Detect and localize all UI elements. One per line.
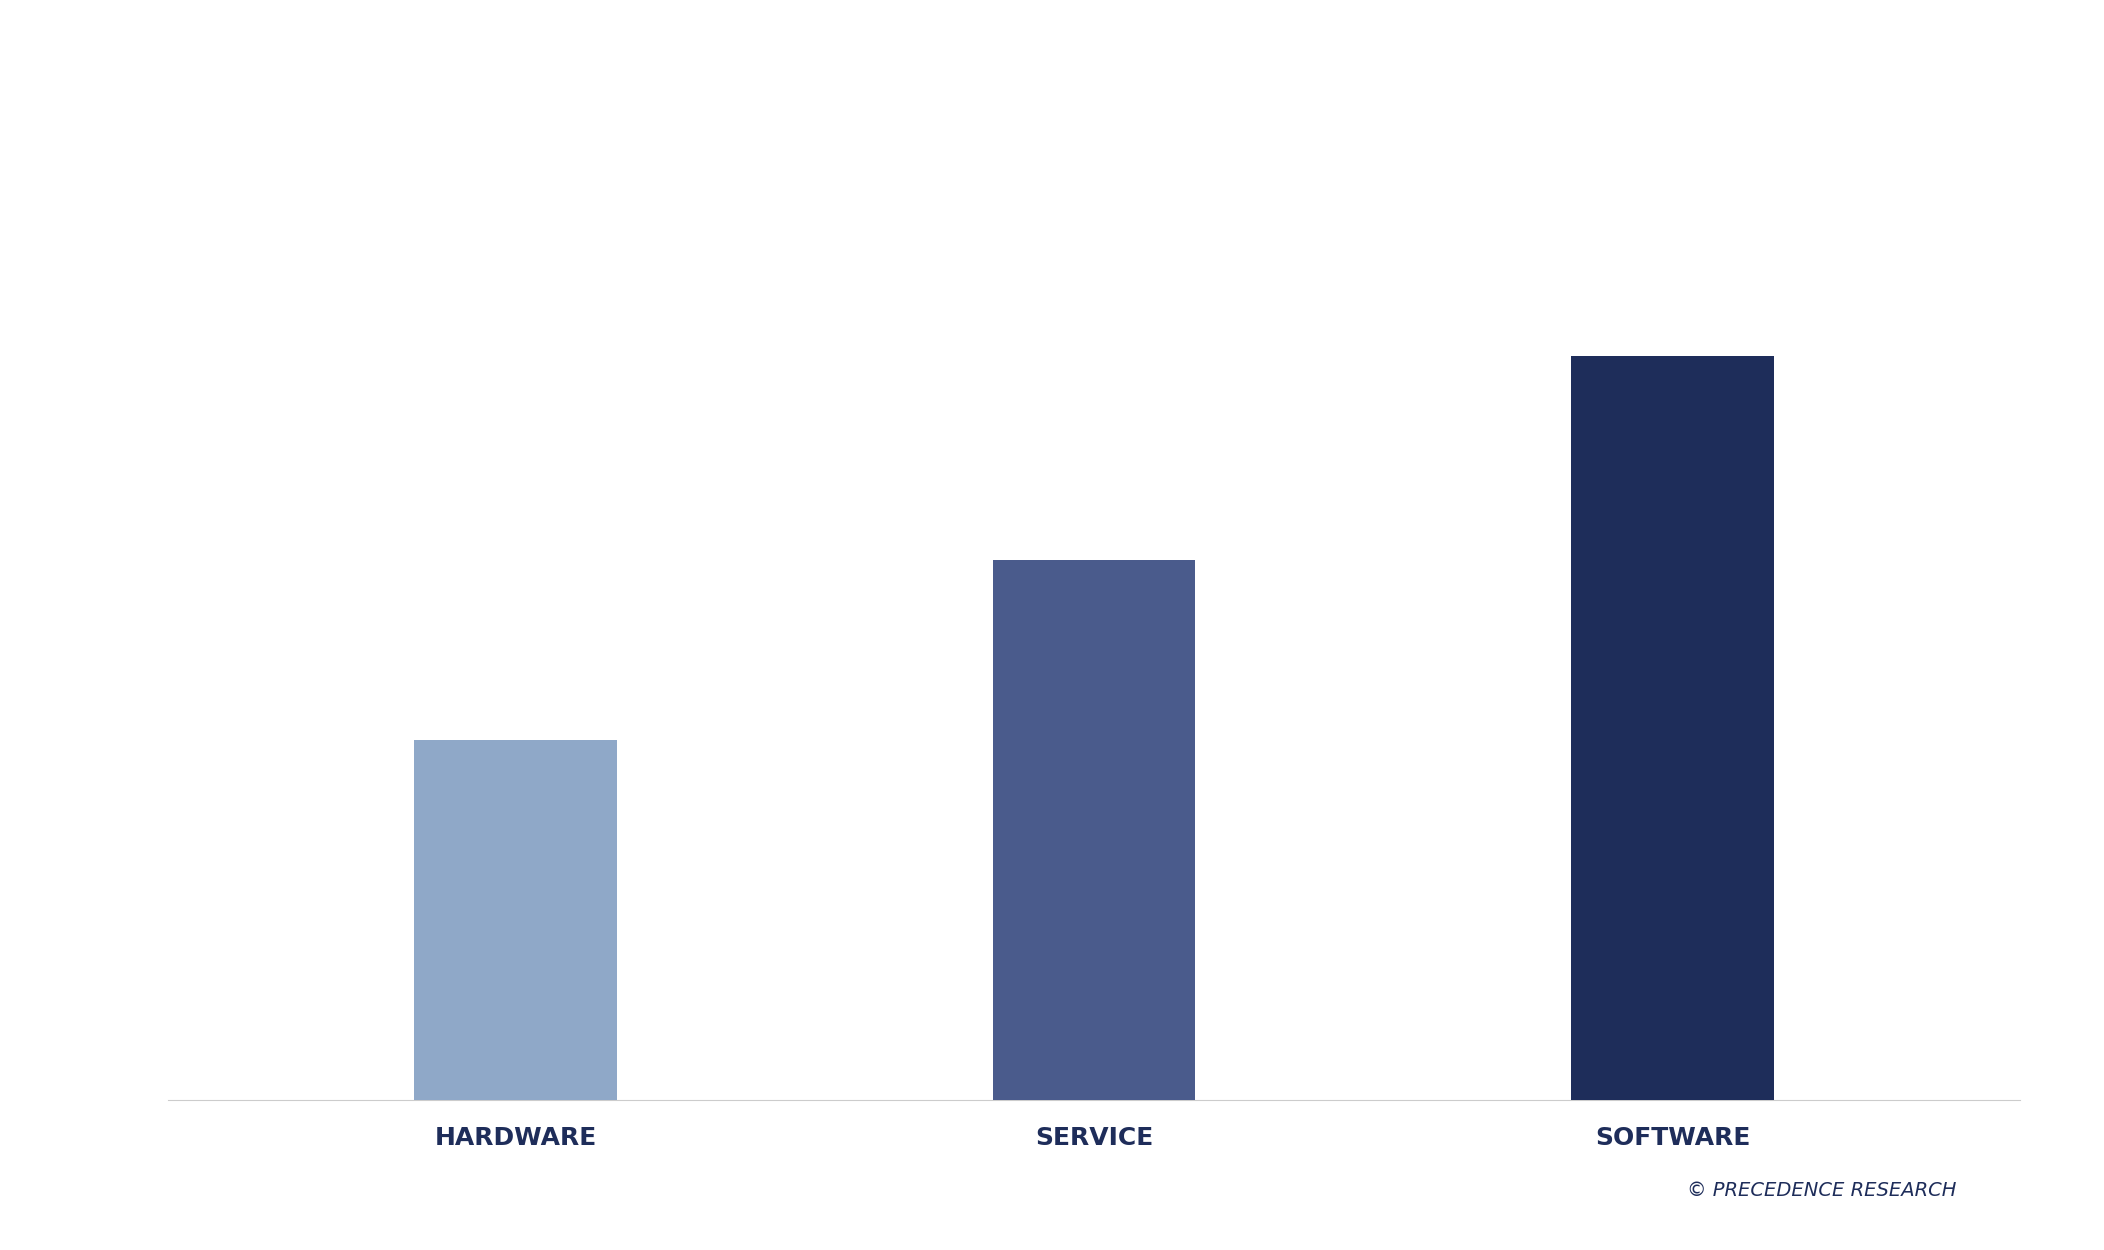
- Polygon shape: [1988, 38, 2104, 156]
- Polygon shape: [0, 38, 116, 156]
- Bar: [414, 740, 616, 1100]
- Bar: [993, 560, 1195, 1100]
- Text: © PRECEDENCE RESEARCH: © PRECEDENCE RESEARCH: [1687, 1181, 1957, 1200]
- Bar: [1572, 356, 1774, 1100]
- Text: CONTACTLESS BIOMETRICS TECHNOLOGY MARKET SHARE, BY COMPONANT, 2020 (%): CONTACTLESS BIOMETRICS TECHNOLOGY MARKET…: [324, 82, 1780, 111]
